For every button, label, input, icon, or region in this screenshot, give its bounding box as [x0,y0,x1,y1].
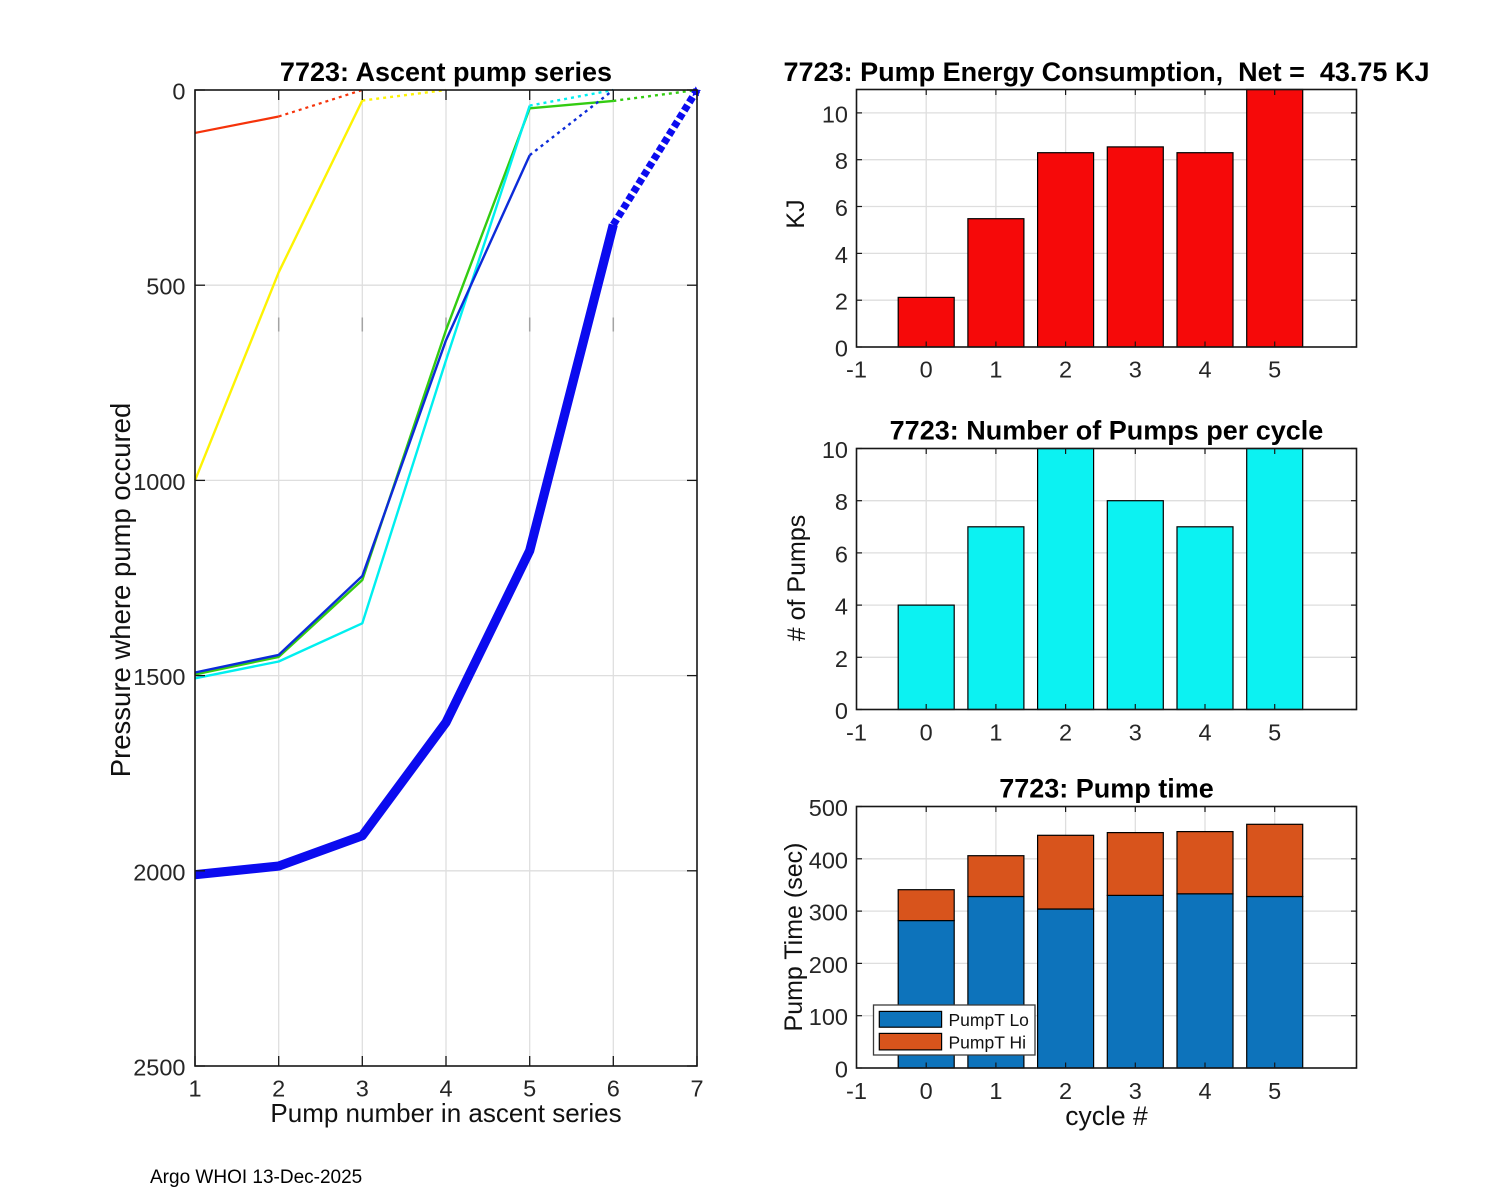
svg-text:0: 0 [172,79,185,105]
svg-text:-1: -1 [846,720,867,746]
svg-text:7723: Pump Energy Consumption,: 7723: Pump Energy Consumption, Net = 43.… [784,57,1430,87]
svg-text:500: 500 [809,795,848,821]
svg-text:0: 0 [920,1078,933,1104]
svg-text:3: 3 [1129,1078,1142,1104]
svg-text:0: 0 [835,336,848,362]
svg-text:8: 8 [835,489,848,515]
svg-text:300: 300 [809,900,848,926]
svg-text:Pump Time (sec): Pump Time (sec) [780,843,808,1032]
svg-text:2: 2 [272,1076,285,1102]
svg-text:7723: Pump time: 7723: Pump time [999,774,1214,804]
svg-text:# of Pumps: # of Pumps [783,515,811,641]
svg-text:1500: 1500 [133,664,185,690]
svg-text:-1: -1 [846,1078,867,1104]
svg-text:7723: Ascent pump series: 7723: Ascent pump series [280,57,612,87]
svg-text:1: 1 [188,1076,201,1102]
svg-text:2: 2 [1059,1078,1072,1104]
svg-text:4: 4 [1198,1078,1211,1104]
svg-text:PumpT Hi: PumpT Hi [949,1032,1026,1052]
svg-text:6: 6 [607,1076,620,1102]
svg-text:400: 400 [809,847,848,873]
svg-text:5: 5 [1268,1078,1281,1104]
svg-text:4: 4 [1198,720,1211,746]
svg-text:7723: Number of Pumps per cycl: 7723: Number of Pumps per cycle [890,416,1324,446]
svg-text:Pump number in ascent series: Pump number in ascent series [270,1098,621,1128]
svg-text:2: 2 [1059,357,1072,383]
svg-text:10: 10 [822,101,848,127]
svg-text:5: 5 [1268,357,1281,383]
svg-text:3: 3 [356,1076,369,1102]
svg-text:0: 0 [835,1057,848,1083]
svg-text:-1: -1 [846,357,867,383]
svg-text:cycle #: cycle # [1065,1101,1148,1131]
svg-text:500: 500 [146,274,185,300]
svg-text:6: 6 [835,541,848,567]
svg-text:PumpT Lo: PumpT Lo [949,1010,1029,1030]
svg-text:4: 4 [1198,357,1211,383]
svg-text:8: 8 [835,148,848,174]
svg-text:2500: 2500 [133,1055,185,1081]
svg-text:5: 5 [1268,720,1281,746]
svg-text:0: 0 [920,357,933,383]
svg-text:1: 1 [989,1078,1002,1104]
svg-text:3: 3 [1129,357,1142,383]
svg-text:KJ: KJ [782,199,810,228]
svg-text:4: 4 [835,594,848,620]
svg-text:5: 5 [523,1076,536,1102]
svg-text:4: 4 [439,1076,452,1102]
svg-text:2000: 2000 [133,859,185,885]
svg-text:7: 7 [690,1076,703,1102]
svg-text:6: 6 [835,195,848,221]
svg-text:10: 10 [822,437,848,463]
svg-text:2: 2 [835,289,848,315]
svg-text:200: 200 [809,952,848,978]
svg-text:2: 2 [1059,720,1072,746]
svg-text:1: 1 [989,357,1002,383]
svg-text:1000: 1000 [133,469,185,495]
svg-text:3: 3 [1129,720,1142,746]
svg-text:0: 0 [835,698,848,724]
svg-text:Argo WHOI 13-Dec-2025: Argo WHOI 13-Dec-2025 [150,1167,362,1188]
svg-text:4: 4 [835,242,848,268]
svg-text:1: 1 [989,720,1002,746]
svg-text:0: 0 [920,720,933,746]
svg-text:Pressure where pump occured: Pressure where pump occured [105,403,136,778]
svg-text:100: 100 [809,1004,848,1030]
svg-text:2: 2 [835,646,848,672]
